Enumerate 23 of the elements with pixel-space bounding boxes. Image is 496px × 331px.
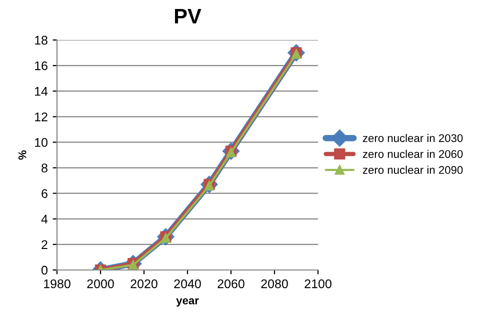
- chart-title: PV: [174, 9, 202, 24]
- y-tick-label: 14: [35, 87, 48, 96]
- y-axis-title: %: [18, 150, 26, 160]
- y-tick-label: 12: [35, 112, 48, 122]
- y-tick-label: 2: [42, 240, 48, 249]
- legend-label: zero nuclear in 2090: [362, 166, 463, 174]
- y-tick-label: 4: [41, 214, 48, 224]
- x-tick-label: 1980: [44, 279, 70, 288]
- x-tick-label: 2100: [304, 279, 332, 288]
- x-tick-label: 2060: [218, 279, 244, 288]
- y-tick-label: 8: [42, 164, 48, 172]
- x-tick-label: 2020: [130, 279, 158, 288]
- x-axis-title: year: [176, 298, 199, 307]
- y-tick-label: 0: [42, 266, 48, 275]
- x-tick-label: 2080: [261, 279, 288, 288]
- x-tick-label: 2000: [87, 279, 114, 288]
- y-tick-label: 16: [35, 61, 48, 70]
- legend-label: zero nuclear in 2030: [362, 134, 463, 142]
- y-tick-label: 10: [35, 138, 48, 147]
- legend-label: zero nuclear in 2060: [362, 150, 463, 158]
- y-tick-label: 18: [35, 36, 48, 45]
- x-tick-label: 2040: [174, 279, 201, 288]
- y-tick-label: 6: [42, 189, 48, 198]
